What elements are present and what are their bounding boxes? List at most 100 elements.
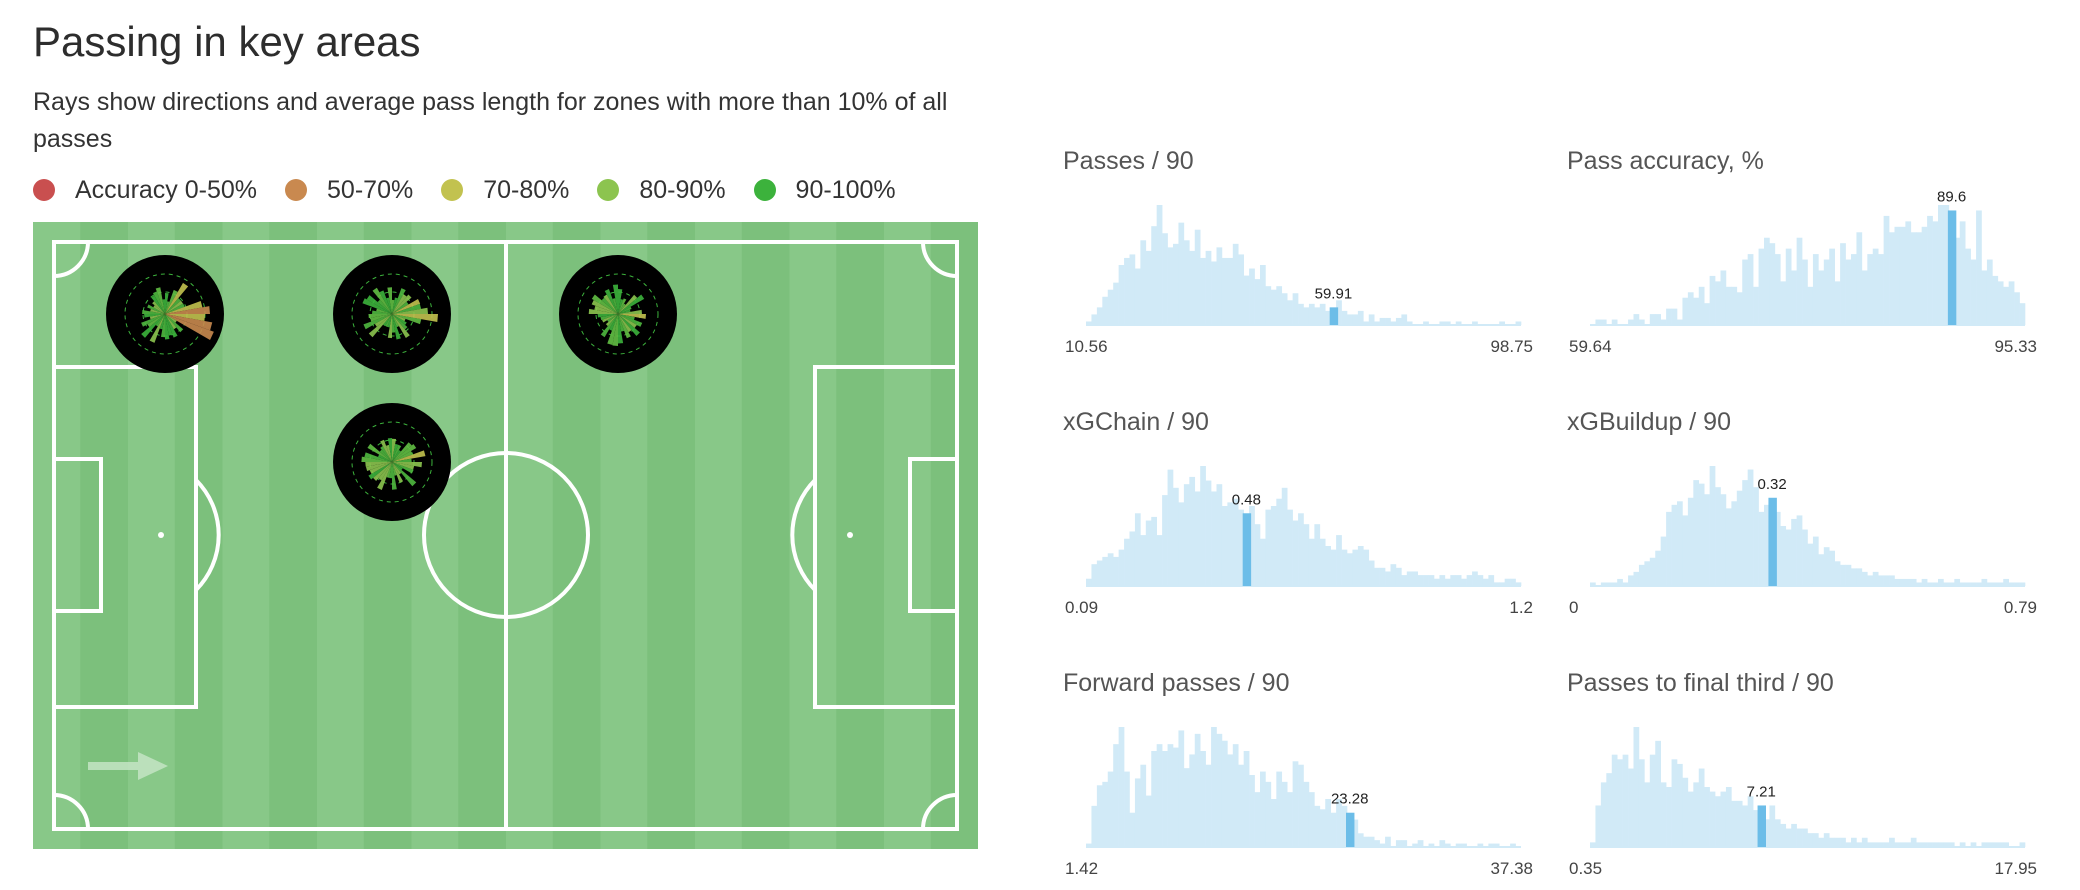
rose-ray: [150, 308, 165, 314]
histogram-bar: [1818, 837, 1825, 847]
histogram-bar: [1671, 308, 1678, 325]
histogram-passes-per-90: 59.91 Passes / 90 10.56 98.75: [1063, 147, 1533, 367]
histogram-bar: [1401, 314, 1408, 325]
histogram-bar: [1812, 536, 1819, 586]
penalty-spot: [158, 532, 164, 538]
rose-ray: [392, 314, 438, 322]
rose-ray: [389, 462, 392, 479]
histogram-bar: [1216, 247, 1223, 325]
histogram-bar: [1379, 567, 1386, 586]
rose-ray: [382, 314, 392, 327]
histogram-bar: [1872, 248, 1879, 325]
histogram-bar: [1488, 843, 1495, 847]
histogram-bar: [1330, 549, 1337, 586]
rose-ray: [392, 314, 401, 340]
histogram-bar: [1439, 321, 1446, 325]
histogram-bar: [1785, 828, 1792, 847]
histogram-bar: [1276, 771, 1283, 847]
rose-ray: [147, 304, 165, 314]
rose-ray: [607, 314, 618, 345]
histogram-bar: [1477, 843, 1484, 847]
histogram-bar: [1227, 502, 1234, 586]
histogram-bar: [1894, 842, 1901, 847]
rose-ray: [600, 314, 618, 338]
histogram-bar: [1861, 837, 1868, 847]
histogram-bar: [1488, 575, 1495, 586]
pass-zone-rose: [559, 255, 677, 373]
histogram-bar: [1600, 782, 1607, 847]
legend-label: 50-70%: [327, 175, 414, 204]
histogram-bar: [1921, 578, 1928, 586]
histogram-bar: [1417, 575, 1424, 586]
histogram-bar: [1715, 487, 1721, 586]
histogram-bar: [1265, 286, 1272, 325]
rose-ray: [392, 299, 395, 314]
histogram-bar: [1948, 842, 1955, 847]
histogram-bar: [1385, 836, 1391, 847]
rose-ray: [618, 289, 623, 314]
histogram-bar: [1840, 837, 1846, 847]
histogram-bar: [1417, 840, 1424, 847]
rose-ray: [165, 314, 178, 338]
histogram-highlight-bar: [1768, 497, 1777, 586]
histogram-bar: [1731, 286, 1738, 325]
histogram-bar: [1725, 787, 1732, 847]
histogram-bar: [1600, 319, 1607, 325]
histogram-max-label: 17.95: [1994, 859, 2037, 878]
histogram-bar: [1374, 840, 1380, 847]
legend-label: 80-90%: [639, 175, 726, 204]
histogram-bar: [1499, 321, 1505, 325]
rose-ray: [165, 298, 181, 314]
histogram-bar: [1671, 504, 1678, 586]
histogram-bar: [1472, 571, 1478, 586]
rose-ring: [351, 421, 433, 503]
legend-label: 70-80%: [483, 175, 570, 204]
histogram-bar: [1927, 582, 1933, 586]
highlight-value-label: 89.6: [1937, 188, 1966, 205]
rose-ray: [392, 462, 415, 470]
rose-ray: [597, 314, 618, 318]
rose-ray: [392, 288, 406, 314]
right-goal-area: [908, 457, 959, 613]
histogram-bar: [1303, 781, 1310, 847]
histogram-bar: [2019, 842, 2026, 847]
histogram-bar: [1970, 582, 1977, 586]
histogram-bar: [2003, 578, 2009, 586]
histogram-bar: [1709, 791, 1716, 847]
rose-ray: [367, 443, 392, 462]
histogram-bar: [1687, 292, 1694, 325]
histogram-bar: [1395, 840, 1402, 847]
pitch-map: [33, 222, 978, 849]
rose-ray: [392, 307, 428, 314]
histogram-bar: [1932, 842, 1939, 847]
histogram-bar: [1341, 805, 1348, 847]
histogram-bar: [1715, 796, 1721, 847]
histogram-bar: [1352, 314, 1359, 325]
rose-ray: [378, 462, 392, 481]
histogram-bar: [1638, 319, 1645, 325]
histogram-bar: [1091, 564, 1098, 586]
histogram-bar: [1515, 582, 1522, 586]
penalty-spot: [847, 532, 853, 538]
histogram-bar: [1444, 321, 1451, 325]
pitch-lines: [52, 240, 959, 831]
histogram-bar: [1666, 511, 1672, 586]
rose-ray: [392, 450, 426, 462]
histogram-bar: [1698, 483, 1705, 586]
histogram-bar: [1325, 310, 1331, 325]
left-penalty-arc: [194, 478, 221, 592]
rose-ray: [618, 314, 646, 319]
histogram-bar: [1997, 582, 2004, 586]
histogram-bar: [1260, 538, 1266, 586]
histogram-bar: [1611, 319, 1618, 325]
histogram-min-label: 10.56: [1065, 337, 1108, 356]
pitch-stripe: [741, 222, 790, 849]
histogram-bar: [1791, 823, 1797, 847]
rose-ray: [600, 314, 618, 321]
rose-ray: [387, 287, 392, 314]
histogram-bar: [1889, 232, 1895, 325]
histogram-bar: [1325, 546, 1331, 586]
rose-ray: [604, 289, 618, 314]
histogram-plot: 0.32: [1590, 466, 2026, 587]
histogram-bar: [1390, 321, 1397, 325]
